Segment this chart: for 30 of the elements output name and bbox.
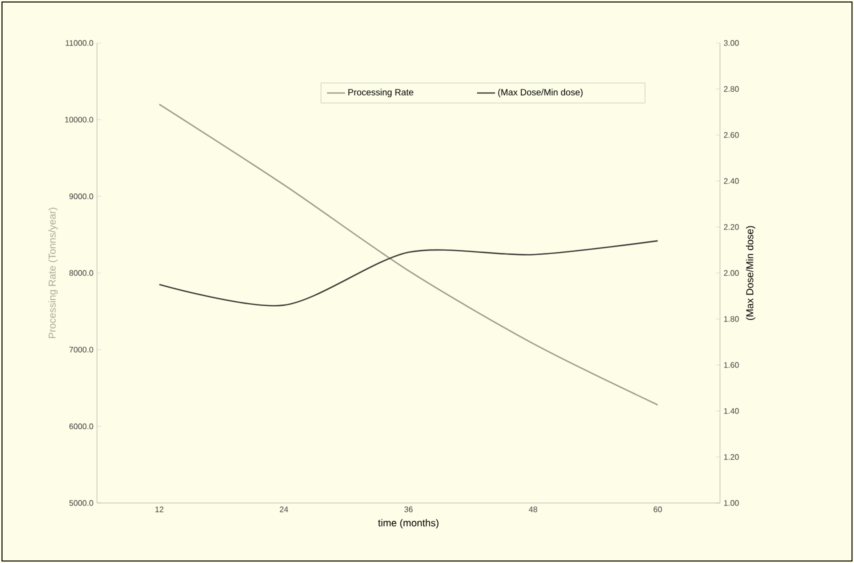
y2-tick-label: 2.60 [724,132,739,138]
y2-tick-label: 3.00 [724,40,739,46]
y2-axis-title: (Max Dose/Min dose) [746,226,756,320]
y-tick-label: 5000.0 [69,500,94,506]
x-tick-label: 12 [155,506,164,512]
y-tick-label: 6000.0 [69,424,94,430]
x-tick-label: 24 [280,506,288,512]
legend-label: Processing Rate [348,88,414,98]
y2-tick-label: 2.00 [724,270,739,276]
y2-tick-label: 1.20 [724,454,739,460]
legend-label: (Max Dose/Min dose) [498,88,583,98]
y2-tick-label: 2.20 [724,224,739,230]
x-axis-title: time (months) [378,519,438,528]
y-tick-label: 8000.0 [69,270,94,276]
x-tick-label: 60 [654,506,662,512]
y-tick-label: 9000.0 [69,194,94,200]
y2-tick-label: 1.00 [724,500,739,506]
y-tick-label: 11000.0 [66,40,94,46]
y-tick-label: 10000.0 [65,116,94,122]
line-series [158,240,658,306]
y2-tick-label: 1.80 [724,316,739,322]
x-tick-label: 48 [528,506,538,512]
y2-tick-label: 1.40 [724,408,739,414]
y2-tick-label: 1.60 [724,362,739,368]
y2-tick-label: 2.40 [724,178,739,184]
y-axis-title: Processing Rate (Tonns/year) [48,208,58,338]
y-tick-label: 7000.0 [69,346,94,352]
y2-tick-label: 2.80 [724,86,739,92]
line-series [158,104,658,406]
x-tick-label: 36 [404,506,413,512]
